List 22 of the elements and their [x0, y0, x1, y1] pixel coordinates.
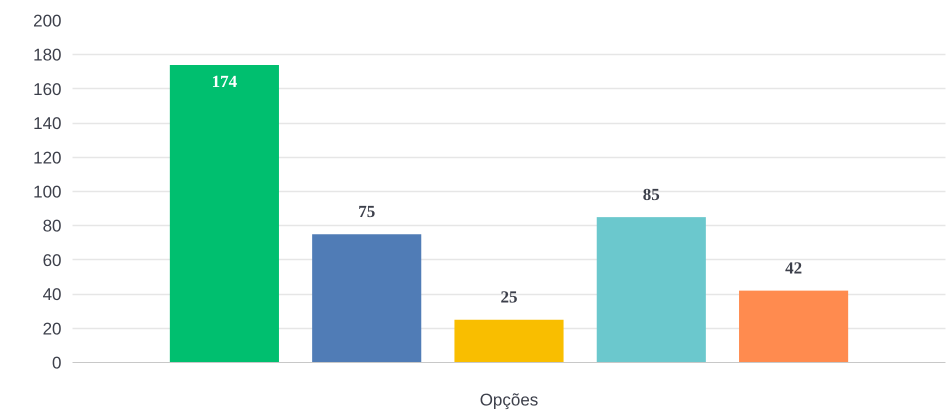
data-label: 42	[785, 258, 802, 278]
bar	[312, 234, 422, 362]
data-label: 25	[500, 288, 518, 307]
y-tick-label: 120	[33, 148, 62, 168]
bar	[739, 290, 848, 362]
data-label: 85	[642, 185, 660, 204]
y-tick-label: 0	[52, 354, 62, 372]
y-tick-label: 180	[33, 46, 62, 65]
y-tick-label: 20	[42, 319, 62, 338]
y-tick-label: 160	[33, 80, 62, 99]
x-tick-label: Opções	[480, 390, 538, 410]
bar	[454, 320, 564, 362]
y-tick-label: 60	[42, 250, 62, 270]
bar	[596, 217, 706, 362]
data-label: 75	[358, 202, 376, 222]
y-tick-label: 140	[33, 114, 62, 134]
y-tick-label: 40	[42, 285, 62, 304]
y-tick-label: 80	[42, 216, 62, 236]
bar	[170, 64, 279, 362]
data-label: 174	[212, 72, 238, 92]
y-tick-label: 100	[33, 182, 62, 202]
y-tick-label: 200	[33, 12, 62, 30]
